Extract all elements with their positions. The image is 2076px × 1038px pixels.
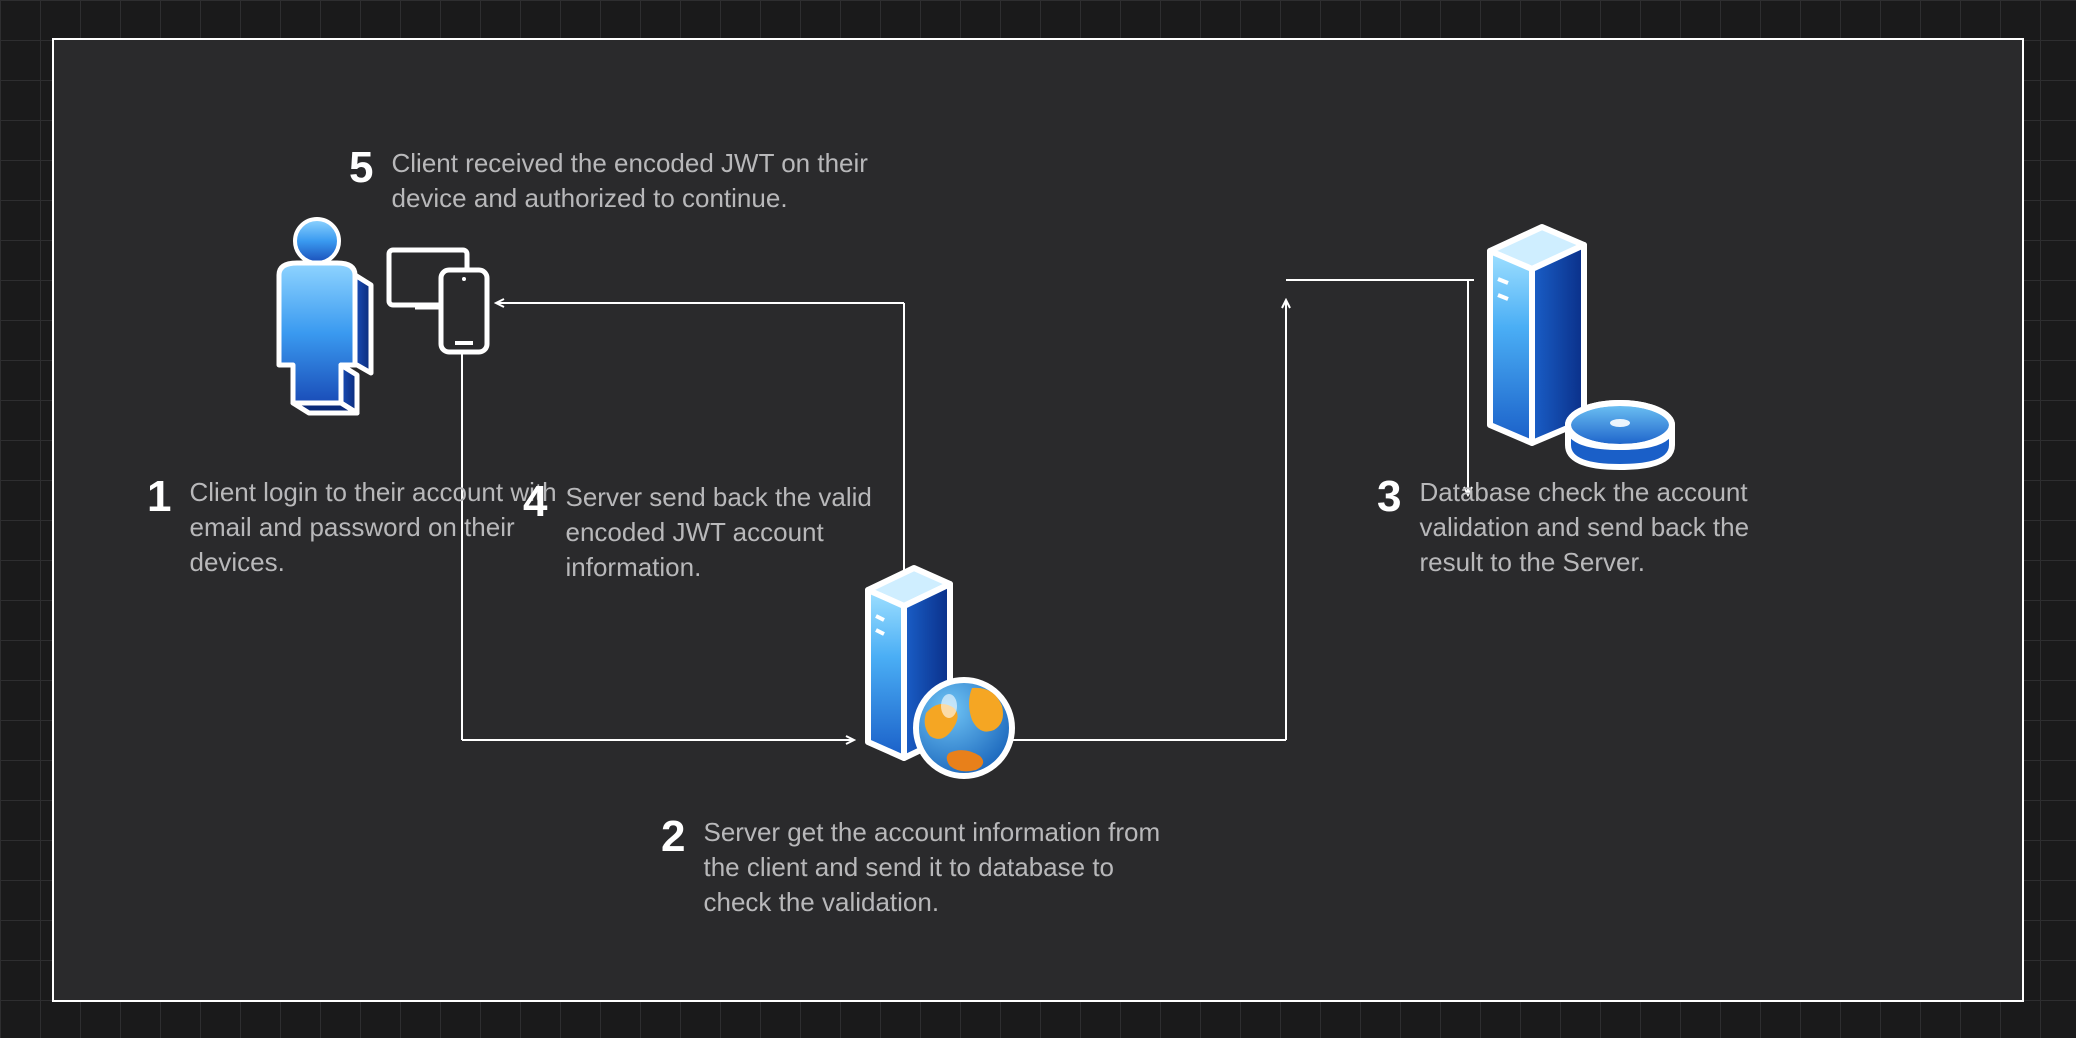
diagram-panel: 1 Client login to their account with ema… [52, 38, 2024, 1002]
step-3-number: 3 [1377, 475, 1401, 519]
step-4-number: 4 [523, 480, 547, 524]
step-2-number: 2 [661, 815, 685, 859]
step-2: 2 Server get the account information fro… [661, 815, 1183, 920]
step-5-text: Client received the encoded JWT on their… [391, 146, 871, 216]
server-icon [854, 558, 1024, 793]
step-4-text: Server send back the valid encoded JWT a… [565, 480, 885, 585]
step-3: 3 Database check the account validation … [1377, 475, 1819, 580]
step-4: 4 Server send back the valid encoded JWT… [523, 480, 885, 585]
step-1-number: 1 [147, 475, 171, 519]
client-icon [249, 215, 499, 450]
step-5-number: 5 [349, 146, 373, 190]
step-2-text: Server get the account information from … [703, 815, 1183, 920]
step-5: 5 Client received the encoded JWT on the… [349, 146, 871, 216]
step-1-text: Client login to their account with email… [189, 475, 569, 580]
step-3-text: Database check the account validation an… [1419, 475, 1819, 580]
step-1: 1 Client login to their account with ema… [147, 475, 569, 580]
database-icon [1472, 215, 1682, 480]
